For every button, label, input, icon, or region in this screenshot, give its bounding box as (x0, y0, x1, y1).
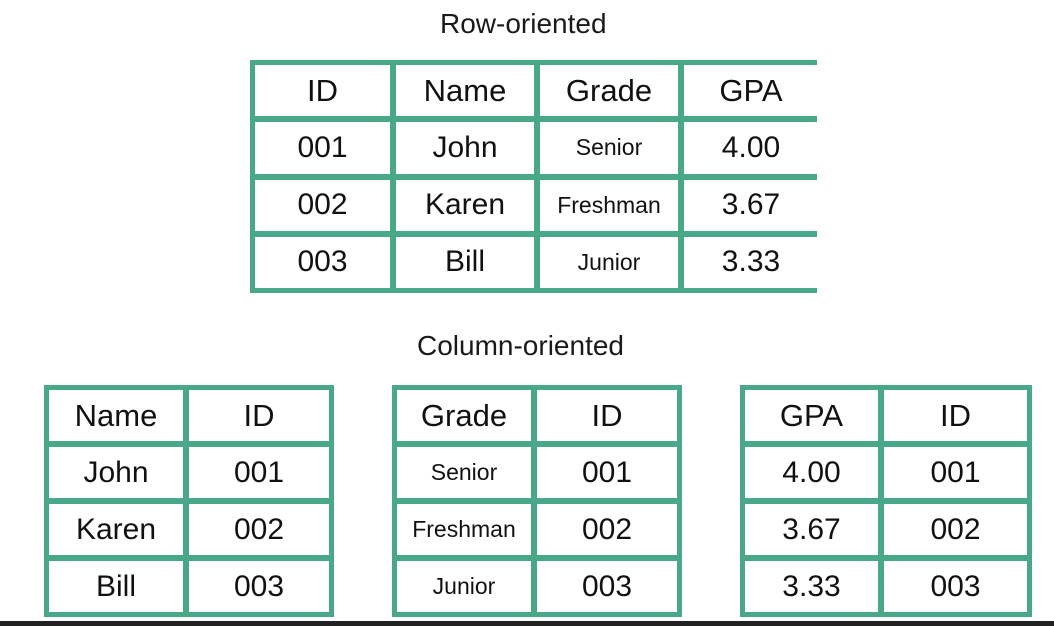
header-cell-name: Name (49, 390, 183, 441)
table-cell: 002 (255, 179, 390, 231)
table-cell: John (49, 447, 183, 498)
header-cell-id: ID (884, 390, 1027, 441)
column-table-name: Name ID John 001 Karen 002 Bill 003 (44, 385, 334, 617)
header-cell-gpa: GPA (684, 65, 818, 117)
table-cell: Junior (397, 561, 531, 612)
table-cell: 001 (884, 447, 1027, 498)
row-oriented-title: Row-oriented (440, 8, 607, 39)
row-oriented-table: ID Name Grade GPA 001 John Senior 4.00 0… (250, 60, 818, 293)
bottom-divider (0, 621, 1054, 626)
table-cell: 003 (255, 236, 390, 288)
column-oriented-title: Column-oriented (417, 330, 624, 361)
table-cell: 3.33 (684, 236, 818, 288)
table-cell: 002 (537, 504, 677, 555)
column-table-grade: Grade ID Senior 001 Freshman 002 Junior … (392, 385, 682, 617)
table-cell: Karen (396, 179, 534, 231)
header-cell-name: Name (396, 65, 534, 117)
table-cell: 3.67 (684, 179, 818, 231)
table-cell: 003 (537, 561, 677, 612)
table-cell: 002 (884, 504, 1027, 555)
column-table-gpa: GPA ID 4.00 001 3.67 002 3.33 003 (740, 385, 1032, 617)
table-cell: Senior (540, 122, 678, 174)
table-cell: Junior (540, 236, 678, 288)
table-cell: Freshman (540, 179, 678, 231)
table-cell: Bill (396, 236, 534, 288)
table-cell: Freshman (397, 504, 531, 555)
table-cell: Karen (49, 504, 183, 555)
table-cell: 001 (255, 122, 390, 174)
header-cell-id: ID (189, 390, 329, 441)
header-cell-id: ID (255, 65, 390, 117)
table-cell: Senior (397, 447, 531, 498)
table-cell: 3.33 (745, 561, 878, 612)
header-cell-gpa: GPA (745, 390, 878, 441)
table-cell: 003 (189, 561, 329, 612)
table-cell: Bill (49, 561, 183, 612)
table-cell: 003 (884, 561, 1027, 612)
header-cell-grade: Grade (397, 390, 531, 441)
table-cell: 4.00 (684, 122, 818, 174)
table-cell: 001 (537, 447, 677, 498)
table-cell: 4.00 (745, 447, 878, 498)
table-cell: 002 (189, 504, 329, 555)
table-cell: 001 (189, 447, 329, 498)
header-cell-grade: Grade (540, 65, 678, 117)
table-cell: 3.67 (745, 504, 878, 555)
table-cell: John (396, 122, 534, 174)
header-cell-id: ID (537, 390, 677, 441)
